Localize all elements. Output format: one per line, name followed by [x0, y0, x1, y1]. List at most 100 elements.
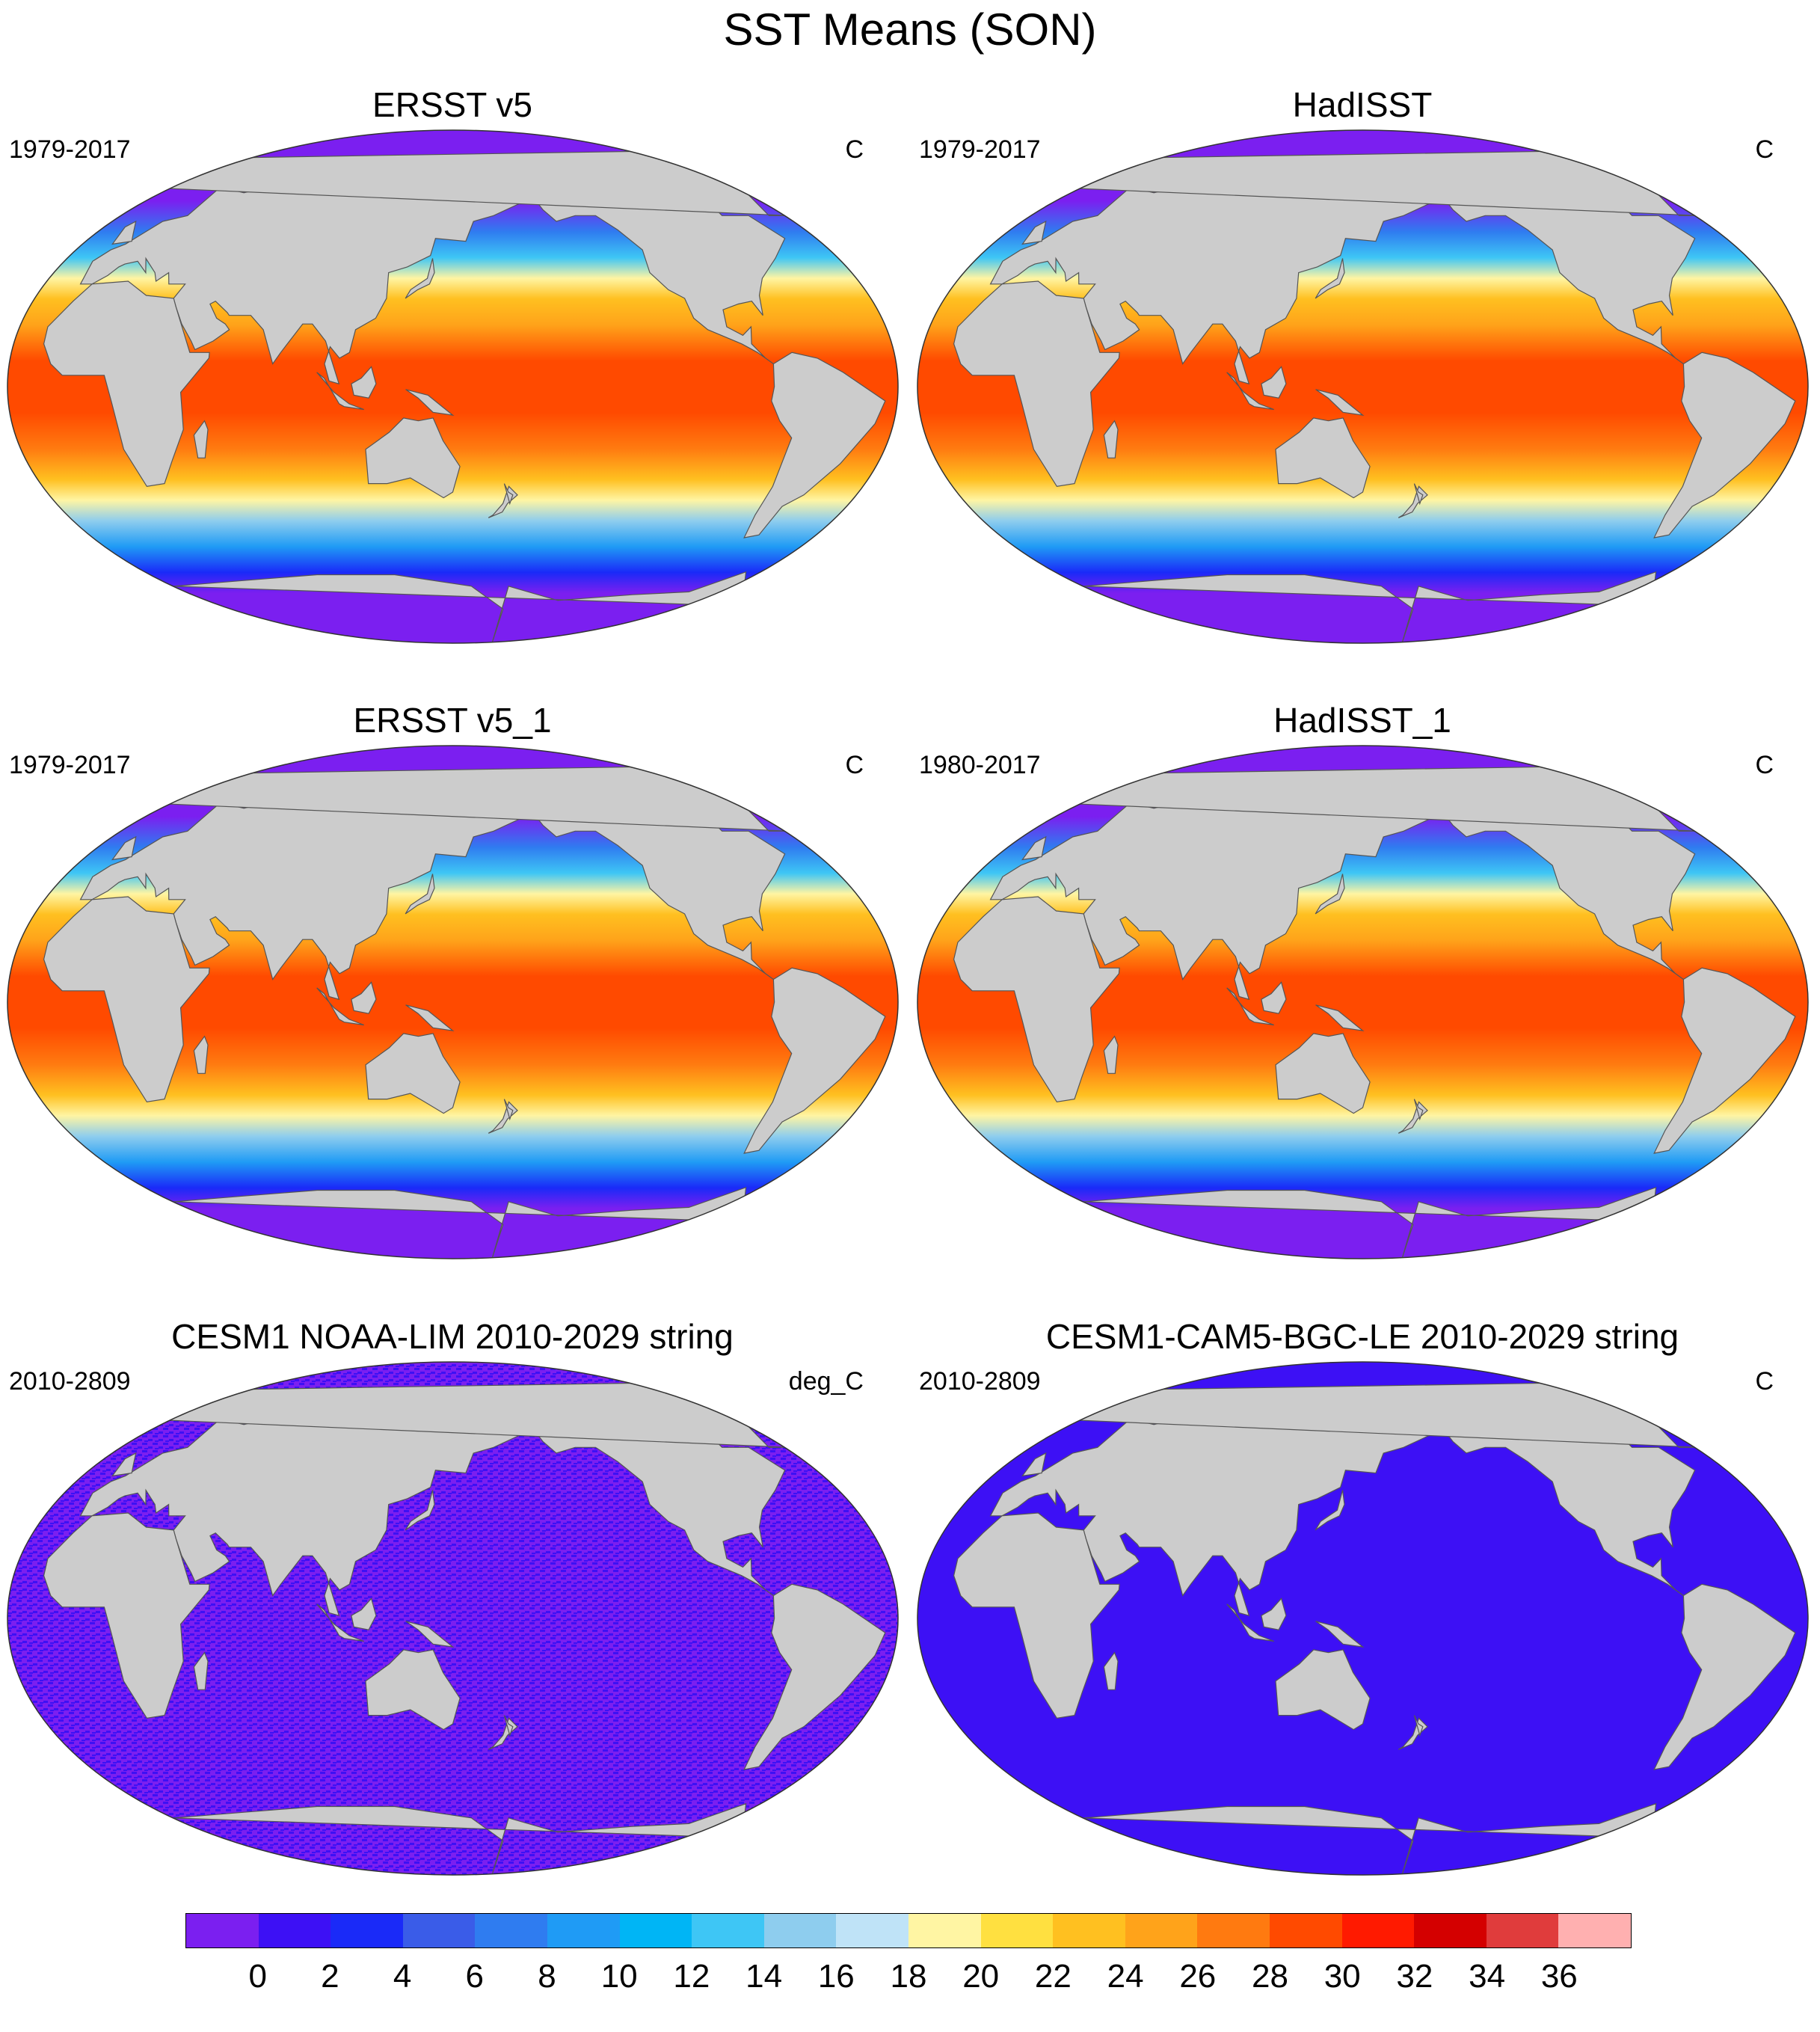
map-border: [7, 129, 899, 644]
colorbar-swatch: [402, 1914, 476, 1947]
land-indonesia: [1226, 987, 1274, 1026]
panel-units: C: [845, 135, 864, 164]
land-newguinea: [1315, 1621, 1365, 1648]
map-border: [7, 745, 899, 1259]
sst-map: [917, 1361, 1809, 1876]
colorbar-swatch: [475, 1914, 547, 1947]
land-japan: [1315, 1490, 1345, 1531]
colorbar-tick-label: 32: [1396, 1958, 1433, 1995]
colorbar-tick-label: 6: [465, 1958, 485, 1995]
land-japan: [405, 1490, 435, 1531]
land-africa: [953, 1512, 1120, 1719]
land-newguinea: [405, 1621, 455, 1648]
colorbar-swatch: [186, 1914, 259, 1947]
land-uk: [1021, 1452, 1047, 1477]
colorbar-swatch: [258, 1914, 331, 1947]
land-samerica: [743, 1583, 886, 1770]
colorbar-swatch: [1197, 1914, 1270, 1947]
land-antarctica: [1083, 1186, 1657, 1259]
land-madagascar: [193, 420, 209, 458]
colorbar-tick-label: 14: [745, 1958, 783, 1995]
panel-units: deg_C: [788, 1367, 864, 1396]
land-uk: [1021, 835, 1047, 861]
land-uk: [111, 835, 137, 861]
land-africa: [953, 896, 1120, 1103]
colorbar-tick-label: 26: [1179, 1958, 1217, 1995]
map-border: [917, 129, 1809, 644]
colorbar-swatch: [1414, 1914, 1487, 1947]
sst-map: [7, 745, 899, 1259]
colorbar-tick-label: 28: [1252, 1958, 1288, 1995]
land-australia: [365, 417, 461, 499]
land-indonesia: [316, 372, 364, 411]
land-madagascar: [1103, 1035, 1119, 1074]
land-samerica: [1653, 352, 1796, 538]
land-antarctica: [1083, 1802, 1657, 1875]
land-africa: [43, 280, 210, 488]
land-australia: [1275, 1649, 1371, 1731]
sst-map: [7, 1361, 899, 1876]
land-madagascar: [1103, 420, 1119, 458]
land-newguinea: [405, 1004, 455, 1032]
panel-units: C: [845, 751, 864, 779]
land-borneo: [351, 366, 377, 399]
land-madagascar: [193, 1651, 209, 1690]
land-samerica: [1653, 967, 1796, 1154]
colorbar-swatch: [1269, 1914, 1342, 1947]
colorbar-swatch: [908, 1914, 981, 1947]
panel-units: C: [1755, 751, 1774, 779]
colorbar-swatch: [692, 1914, 764, 1947]
land-indonesia: [316, 987, 364, 1026]
panel-years: 1979-2017: [9, 135, 131, 164]
map-border: [917, 745, 1809, 1259]
land-newzealand2: [503, 1099, 514, 1121]
land-madagascar: [1103, 1651, 1119, 1690]
colorbar-labels: 0 2 4 6 8 10 12 14 16 18 20 22 24 26 28 30 32 34 36: [185, 1958, 1632, 2003]
land-japan: [405, 874, 435, 915]
map-border: [7, 1361, 899, 1876]
colorbar-tick-label: 18: [890, 1958, 927, 1995]
land-australia: [365, 1649, 461, 1731]
land-australia: [1275, 1033, 1371, 1114]
land-japan: [1315, 874, 1345, 915]
colorbar-swatch: [1341, 1914, 1415, 1947]
land-australia: [365, 1033, 461, 1114]
panel-units: C: [1755, 1367, 1774, 1396]
colorbar: [185, 1913, 1632, 1948]
land-newguinea: [405, 389, 455, 417]
panel-title: HadISST: [1292, 85, 1433, 124]
land-africa: [43, 896, 210, 1103]
land-samerica: [743, 967, 886, 1154]
land-samerica: [743, 352, 886, 538]
colorbar-swatch: [619, 1914, 692, 1947]
land-newzealand2: [503, 483, 514, 506]
colorbar-tick-label: 4: [393, 1958, 412, 1995]
land-newzealand2: [1413, 1715, 1424, 1737]
land-japan: [405, 258, 435, 299]
colorbar-tick-label: 24: [1107, 1958, 1144, 1995]
sst-map: [917, 129, 1809, 644]
panel-years: 2010-2809: [919, 1367, 1041, 1396]
colorbar-swatch: [763, 1914, 837, 1947]
land-indonesia: [1226, 1603, 1274, 1642]
colorbar-tick-label: 20: [962, 1958, 1000, 1995]
land-borneo: [351, 981, 377, 1014]
panel-title: ERSST v5: [372, 85, 532, 124]
colorbar-swatch: [1486, 1914, 1559, 1947]
colorbar-tick-label: 10: [600, 1958, 638, 1995]
land-newzealand2: [1413, 483, 1424, 506]
land-madagascar: [193, 1035, 209, 1074]
land-indonesia: [1226, 372, 1274, 411]
panel-title: HadISST_1: [1273, 701, 1451, 740]
land-uk: [111, 220, 137, 245]
colorbar-swatch: [1053, 1914, 1125, 1947]
land-japan: [1315, 258, 1345, 299]
colorbar-tick-label: 16: [817, 1958, 855, 1995]
panel-title: CESM1-CAM5-BGC-LE 2010-2029 string: [1045, 1317, 1679, 1356]
land-newzealand2: [503, 1715, 514, 1737]
panel-title: ERSST v5_1: [353, 701, 552, 740]
panel-years: 2010-2809: [9, 1367, 131, 1396]
colorbar-tick-label: 34: [1469, 1958, 1506, 1995]
panel-units: C: [1755, 135, 1774, 164]
map-border: [917, 1361, 1809, 1876]
